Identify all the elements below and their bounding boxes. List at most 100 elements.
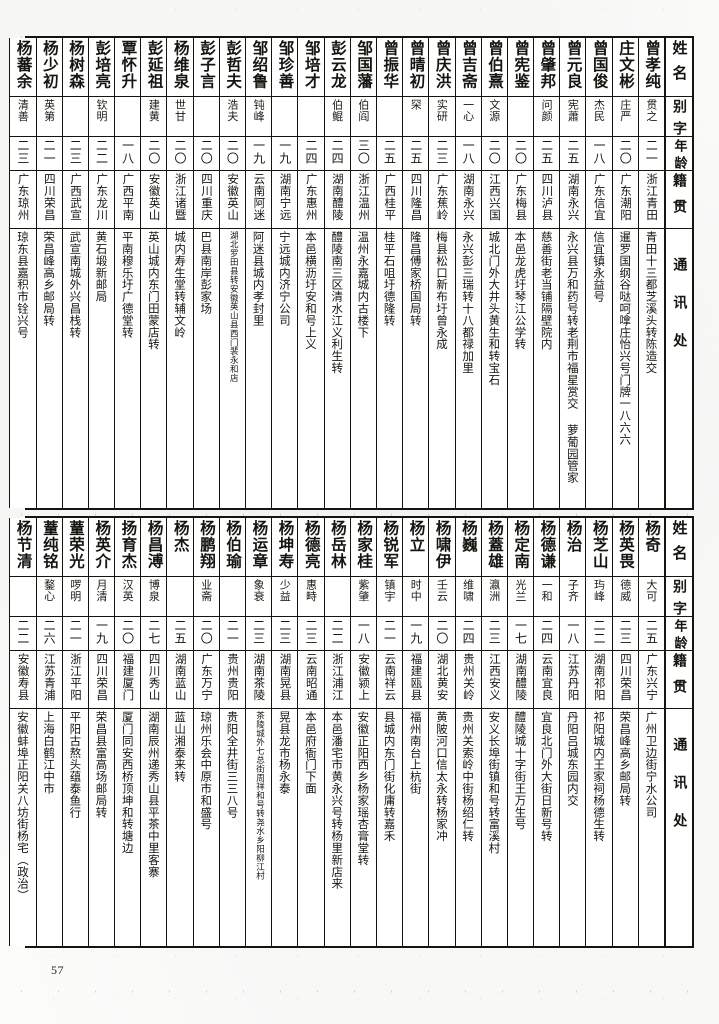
entry-address-text: 平阳古熬头蕴泰鱼行 [68,711,83,819]
entry-native-place: 江西安义 [481,650,507,708]
entry-alias-text: 维啸 [461,579,475,602]
entry-column: 覃怀升 一八 广西平南 平南穆乐圩广德堂转 [114,38,141,508]
entry-address: 宜良北门外大街日新号转 [534,708,560,946]
entry-address-text: 荣昌县富高场邮局转 [94,711,109,819]
entry-native-place-text: 四川秀山 [147,653,162,701]
entry-native-place: 湖南茶陵 [246,650,272,708]
entry-address: 梅县松口新布圩曾永成 [429,228,455,508]
entry-alias [219,576,245,616]
entry-native-place-text: 贵州贵阳 [226,653,241,701]
entry-age-text: 二三 [15,139,30,165]
entry-alias: 德威 [612,576,638,616]
entry-address-text: 本邑潘宅市黄永兴号转杨里新店来 [330,711,345,890]
header-address: 通讯处 [666,228,692,508]
entry-address-text: 青田十三都芝溪头转陈造交 [644,231,659,374]
entry-address: 醴陵南三区清水江义利生转 [324,228,350,508]
entry-column: 杨运章 象衰 二三 湖南茶陵 茶陵城外七总街周祥和号转尧水乡阳柳江村 [245,518,272,946]
entry-name: 杨鹏翔 [194,518,219,576]
entry-name: 曾庆洪 [429,38,454,96]
entry-age-text: 二一 [382,619,397,645]
entry-address-text: 丹阳吕城东园内交 [565,711,580,807]
entry-column: 邹培才 二四 广东惠州 本邑横沥圩安和号上义 [297,38,324,508]
entry-age-text: 二三 [487,619,502,645]
entry-name: 杨啸伊 [429,518,454,576]
entry-name: 杨运章 [246,518,271,576]
entry-column: 曾元良 宪蕭 二五 湖南永兴 永兴县万和药号转老荆市福星赏交 萝葡园管家 [559,38,586,508]
entry-age: 二四 [324,136,350,170]
entry-address-text: 安徽蚌埠正阳关八坊街杨宅（政治） [15,711,30,902]
entry-age: 一八 [455,136,481,170]
entry-address-text: 县城内东门街化庸转嘉禾 [382,711,397,842]
entry-address: 青田十三都芝溪头转陈造交 [638,228,664,508]
entry-age: 二〇 [429,616,455,650]
entry-name: 杨蕃余 [10,38,35,96]
entry-address-text: 阿迷县城内孝封里 [251,231,266,327]
entry-name-text: 曾孝纯 [643,40,662,90]
entry-address-text: 宁远城内济宁公司 [277,231,292,327]
entry-column: 彭哲夫 浩夫 二〇 安徽英山 湖北罗田县转安徽英山县西门裴永和店 [218,38,245,508]
entry-native-place: 云南宜良 [534,650,560,708]
entry-alias: 伯鲲 [324,96,350,136]
header-alias: 别字 [666,576,692,616]
header-alias-text: 别字 [671,99,687,136]
entry-alias: 建黄 [141,96,167,136]
entry-age-text: 二〇 [487,139,502,165]
entry-address: 隆昌傅家桥国局转 [403,228,429,508]
entry-native-place: 广东惠州 [298,170,324,228]
entry-alias: 月清 [88,576,115,616]
entry-name-text: 彭延祖 [145,40,164,90]
entry-alias-text: 钦明 [94,99,108,122]
entry-native-place: 湖南醴陵 [507,650,534,708]
entry-address: 丹阳吕城东园内交 [560,708,586,946]
entry-column: 曾吉斋 一心 一八 湖南永兴 永兴彭三瑞转十八都禄加里 [454,38,481,508]
entry-alias-text: 罙 [409,99,423,111]
entry-name: 杨立 [403,518,428,576]
entry-age: 二〇 [193,136,219,170]
entry-native-place-text: 湖南永兴 [461,173,476,221]
header-age-text: 年龄 [671,139,687,170]
entry-age-text: 二四 [461,619,476,645]
entry-column: 杨岳林 二二 浙江浦江 本邑潘宅市黄永兴号转杨里新店来 [323,518,350,946]
entry-alias: 镇宇 [376,576,403,616]
entry-address-text: 湖北罗田县转安徽英山县西门裴永和店 [228,231,239,383]
entry-address: 本邑横沥圩安和号上义 [298,228,324,508]
entry-age: 二五 [534,136,560,170]
entry-native-place: 浙江平阳 [62,650,88,708]
entry-column: 曾肇邦 问颜 二五 四川泸县 慈善街老当铺隔壁院内 [533,38,560,508]
entry-name: 杨英介 [89,518,114,576]
entry-age: 二四 [455,616,481,650]
entry-native-place-text: 浙江平阳 [69,653,84,701]
entry-address: 永兴彭三瑞转十八都禄加里 [455,228,481,508]
entry-alias: 大可 [638,576,664,616]
entry-alias-text: 问颜 [540,99,554,122]
entry-name: 蕫纯铭 [37,518,62,576]
entry-name: 曾吉斋 [456,38,481,96]
entry-address-text: 宜良北门外大街日新号转 [539,711,554,842]
entry-age-text: 二〇 [146,139,161,165]
entry-column: 杨奇 大可 二五 广东兴宁 广州卫边街宁水公司 [637,518,664,946]
entry-native-place-text: 云南宜良 [540,653,555,701]
entry-alias-text: 啰明 [68,579,82,602]
entry-alias-text: 汉英 [121,579,135,602]
entry-age-text: 二一 [68,619,83,645]
entry-alias: 鍪心 [36,576,62,616]
entry-native-place-text: 云南昭通 [304,653,319,701]
entry-age: 二〇 [612,136,638,170]
entry-name-text: 杨英介 [93,520,112,570]
entry-name-text: 杨树森 [67,40,86,90]
entry-address-text: 桂平石咀圩德隆转 [382,231,397,327]
entry-native-place: 湖南祁阳 [586,650,612,708]
entry-name-text: 杨昌溥 [145,520,164,570]
entry-name-text: 杨定南 [512,520,531,570]
entry-name: 杨德亮 [298,518,323,576]
entry-age: 二五 [403,136,429,170]
header-name: 姓名 [666,38,692,96]
entry-address: 暹罗国纲谷哒呵嗱庄怡兴号门牌一八六六 [612,228,638,508]
entry-column: 杨伯瑜 二一 贵州贵阳 贵阳全井街三三八号 [218,518,245,946]
entry-address: 县城内东门街化庸转嘉禾 [376,708,403,946]
entry-address: 永兴县万和药号转老荆市福星赏交 萝葡园管家 [560,228,586,508]
entry-address: 桂平石咀圩德隆转 [376,228,403,508]
entry-alias: 浩夫 [219,96,245,136]
entry-native-place-text: 广东信宜 [592,173,607,221]
entry-name: 彭云龙 [325,38,350,96]
